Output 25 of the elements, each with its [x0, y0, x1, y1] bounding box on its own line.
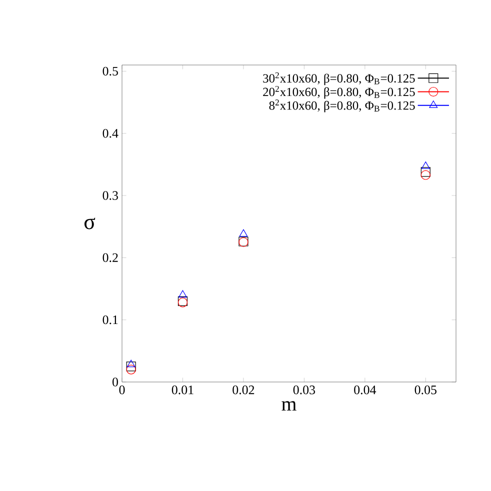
point: [178, 290, 187, 298]
y-tick-label: 0.2: [102, 253, 118, 262]
point: [239, 229, 248, 237]
x-tick-label: 0: [119, 386, 125, 394]
point: [126, 360, 136, 368]
y-axis-title: σ: [84, 218, 96, 230]
point: [420, 167, 430, 177]
y-tick-label: 0.4: [102, 128, 118, 138]
legend-label: 20$^{2}$x10x60, β=0.80, Φ$_{B}$=0.125: [263, 86, 415, 99]
point: [126, 364, 136, 374]
point: [420, 170, 430, 180]
y-tick-label: 0.3: [102, 191, 118, 200]
x-tick-label: 0.05: [414, 386, 436, 394]
x-axis-title: m: [282, 401, 296, 411]
point: [421, 162, 430, 169]
point: [126, 362, 136, 372]
y-tick-label: 0.1: [102, 315, 118, 324]
x-tick-label: 0.03: [293, 386, 316, 394]
legend-label: 30$^{2}$x10x60, β=0.80, Φ$_{B}$=0.125: [263, 72, 415, 86]
x-tick-label: 0.02: [232, 386, 254, 394]
legend-label: 8$^{2}$x10x60, β=0.80, Φ$_{B}$=0.125: [269, 100, 415, 112]
x-tick-label: 0.01: [172, 386, 194, 394]
y-tick-label: 0.5: [102, 66, 118, 76]
x-tick-label: 0.04: [354, 386, 376, 394]
y-tick-label: 0: [112, 378, 118, 386]
